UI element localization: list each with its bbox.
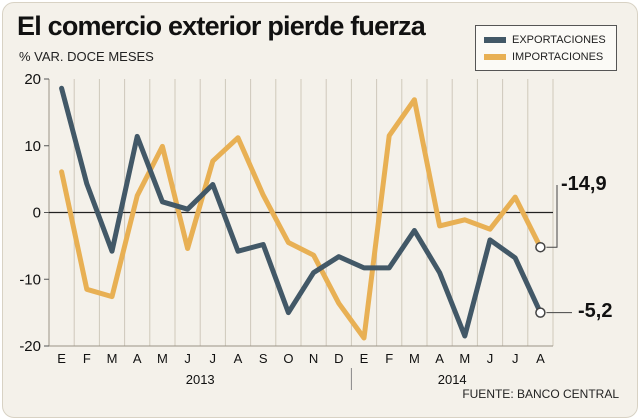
chart-subtitle: % VAR. DOCE MESES bbox=[19, 49, 154, 64]
y-tick-label: -20 bbox=[19, 338, 41, 355]
x-tick-label: M bbox=[157, 351, 168, 366]
x-tick-label: A bbox=[133, 351, 142, 366]
end-point-marker-importaciones bbox=[535, 241, 546, 253]
source-note: FUENTE: BANCO CENTRAL bbox=[462, 387, 619, 401]
callout-label-importaciones: -14,9 bbox=[561, 173, 607, 195]
x-tick-label: D bbox=[334, 351, 343, 366]
series-line-exportaciones bbox=[59, 85, 543, 339]
legend-item-exportaciones: EXPORTACIONES bbox=[484, 33, 606, 47]
x-tick-label: M bbox=[459, 351, 470, 366]
y-tick-label: 10 bbox=[24, 138, 41, 155]
legend-label-exportaciones: EXPORTACIONES bbox=[512, 34, 606, 46]
series-line-importaciones bbox=[59, 97, 543, 341]
y-tick-label: -10 bbox=[19, 271, 41, 288]
legend: EXPORTACIONES IMPORTACIONES bbox=[475, 25, 617, 71]
y-tick-label: 0 bbox=[33, 205, 41, 222]
x-tick-label: M bbox=[107, 351, 118, 366]
year-label: 2014 bbox=[438, 372, 467, 387]
callout-leader bbox=[546, 185, 558, 248]
x-tick-label: O bbox=[283, 351, 293, 366]
year-label: 2013 bbox=[186, 372, 215, 387]
x-tick-label: J bbox=[210, 351, 217, 366]
legend-swatch-importaciones bbox=[484, 54, 506, 60]
chart-title: El comercio exterior pierde fuerza bbox=[17, 11, 426, 41]
x-tick-label: J bbox=[184, 351, 191, 366]
x-tick-label: A bbox=[536, 351, 545, 366]
end-point-marker-exportaciones bbox=[535, 307, 546, 318]
x-tick-label: F bbox=[83, 351, 91, 366]
callout-label-exportaciones: -5,2 bbox=[578, 299, 613, 322]
x-tick-label: M bbox=[409, 351, 420, 366]
x-tick-label: A bbox=[435, 351, 444, 366]
x-tick-label: J bbox=[487, 351, 494, 366]
x-tick-label: J bbox=[512, 351, 519, 366]
x-tick-label: E bbox=[360, 351, 369, 366]
legend-label-importaciones: IMPORTACIONES bbox=[512, 51, 604, 63]
x-tick-label: S bbox=[259, 351, 268, 366]
legend-item-importaciones: IMPORTACIONES bbox=[484, 50, 603, 64]
x-tick-label: F bbox=[385, 351, 393, 366]
x-tick-label: N bbox=[309, 351, 318, 366]
y-tick-label: 20 bbox=[24, 71, 41, 88]
legend-swatch-exportaciones bbox=[484, 37, 506, 43]
x-tick-label: A bbox=[234, 351, 243, 366]
x-tick-label: E bbox=[57, 351, 66, 366]
